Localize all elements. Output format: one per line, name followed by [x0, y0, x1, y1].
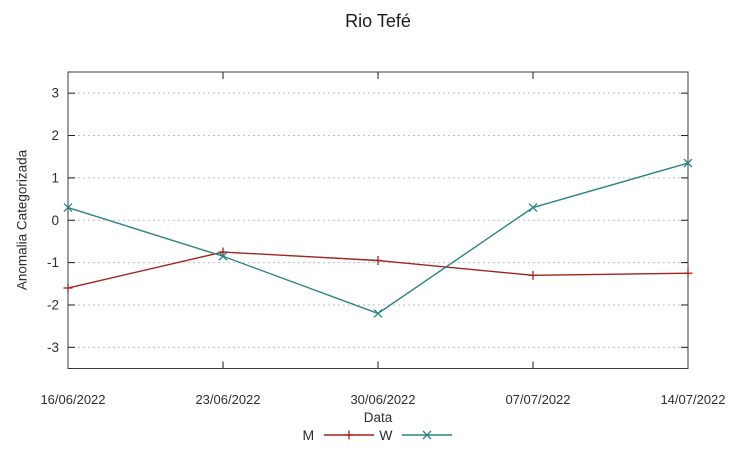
- cross-marker-icon: [218, 251, 228, 261]
- legend-line-plus-icon: [324, 430, 375, 440]
- cross-marker-icon: [373, 308, 383, 318]
- x-tick-label: 30/06/2022: [350, 392, 415, 407]
- legend-label-w: W: [379, 427, 393, 443]
- chart-title: Rio Tefé: [345, 11, 411, 31]
- x-tick-label: 16/06/2022: [40, 392, 105, 407]
- series-w: [63, 158, 693, 318]
- x-tick-label: 23/06/2022: [195, 392, 260, 407]
- cross-marker-icon: [63, 203, 73, 213]
- x-tick-label: 14/07/2022: [660, 392, 725, 407]
- series-m: [63, 247, 693, 293]
- legend-item-w: W: [379, 427, 453, 443]
- y-tick-label: -1: [47, 255, 59, 270]
- y-tick-label: 1: [51, 170, 59, 185]
- x-axis-label: Data: [363, 410, 393, 425]
- y-tick-label: 0: [51, 213, 59, 228]
- y-tick-label: 3: [51, 86, 59, 101]
- y-tick-label: -3: [47, 340, 59, 355]
- legend-label-m: M: [302, 427, 315, 443]
- legend-item-m: M: [303, 427, 376, 443]
- cross-marker-icon: [528, 203, 538, 213]
- plot-border: [67, 71, 689, 369]
- legend-line-cross-icon: [402, 430, 453, 440]
- series-line-w: [67, 162, 689, 315]
- y-tick-label: -2: [47, 297, 59, 312]
- cross-marker-icon: [683, 158, 693, 168]
- y-tick-label: 2: [51, 128, 59, 143]
- legend: M W: [68, 427, 688, 443]
- x-tick-label: 07/07/2022: [505, 392, 570, 407]
